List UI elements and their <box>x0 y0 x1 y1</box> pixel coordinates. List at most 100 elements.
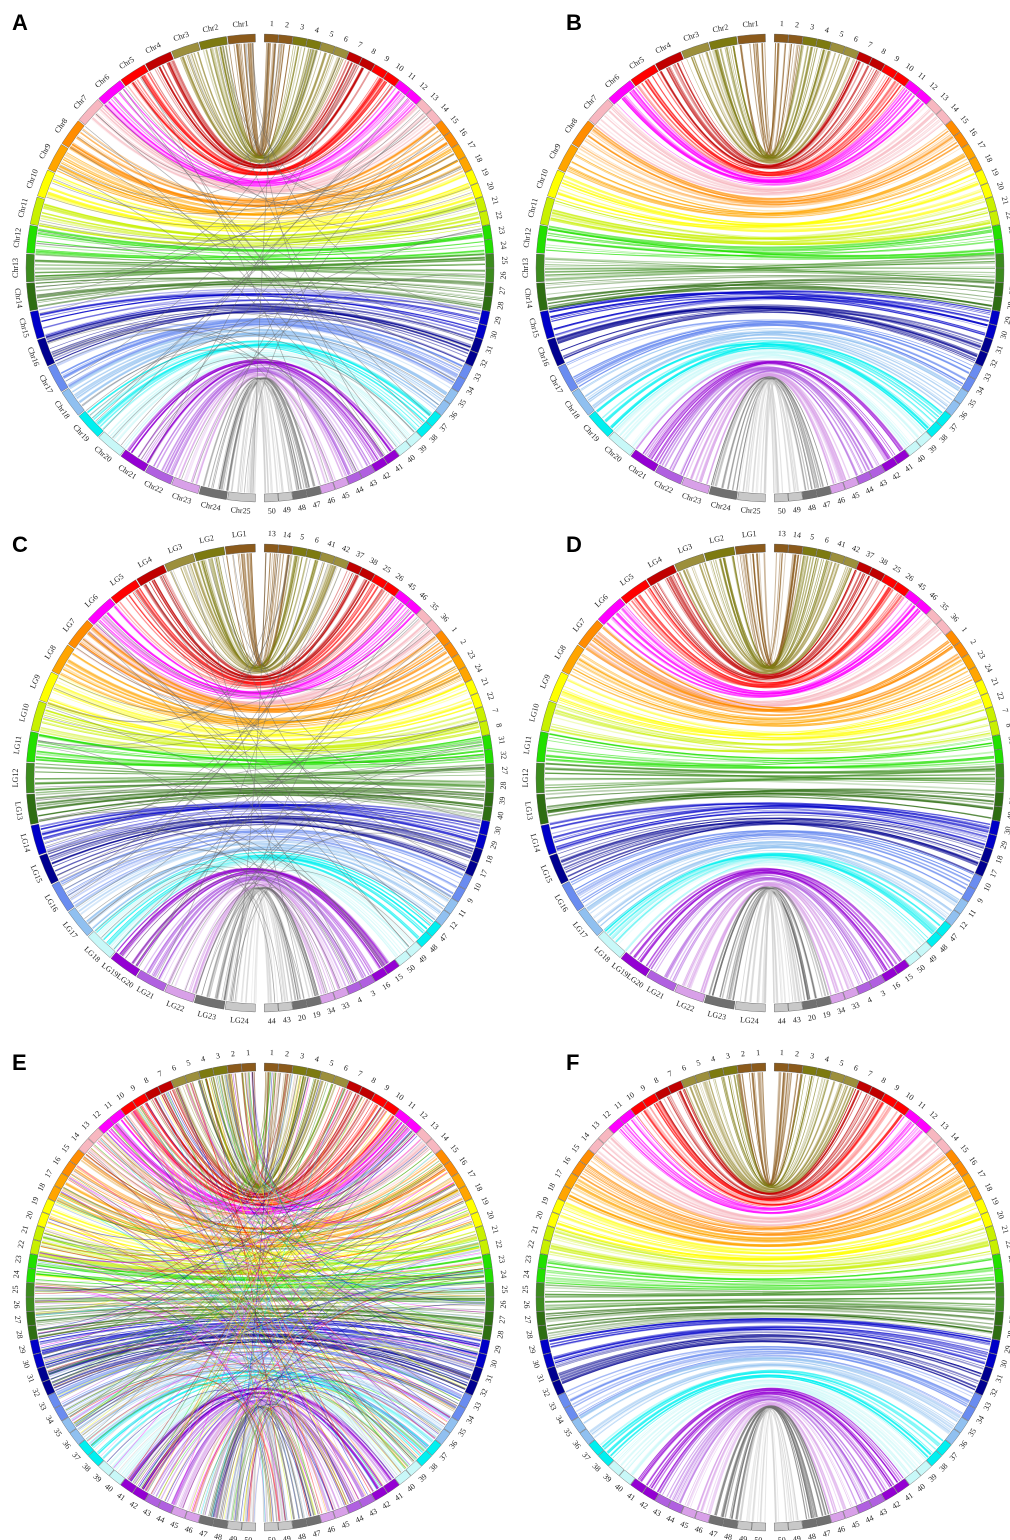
segment-label: 30 <box>531 1359 542 1369</box>
segment-label: LG16 <box>553 893 570 914</box>
chromosome-segment <box>292 999 307 1009</box>
chromosome-segment <box>346 1081 362 1094</box>
segment-label: 30 <box>998 1359 1009 1369</box>
segment-label: 16 <box>457 126 469 138</box>
segment-label: 18 <box>473 1182 485 1193</box>
segment-label: 22 <box>1004 210 1010 220</box>
segment-label: 9 <box>975 897 985 905</box>
segment-label: 38 <box>428 433 440 445</box>
chromosome-segment <box>536 283 547 311</box>
segment-label: 43 <box>367 478 378 490</box>
segment-label: 1 <box>780 19 784 28</box>
chromosome-segment <box>26 763 34 793</box>
chromosome-segment <box>306 39 321 50</box>
chromosome-segment <box>994 792 1003 806</box>
segment-label: 2 <box>794 1049 799 1058</box>
segment-label: 7 <box>1000 707 1010 713</box>
segment-label: 11 <box>456 908 468 919</box>
segment-label: Chr4 <box>654 40 672 55</box>
chromosome-segment <box>228 34 256 44</box>
segment-label: 1 <box>270 19 274 28</box>
chromosome-segment <box>484 749 493 763</box>
chromosome-segment <box>320 42 335 54</box>
chromosome-segment <box>816 549 831 560</box>
chromosome-segment <box>37 1212 49 1228</box>
chromosome-segment <box>985 1353 996 1368</box>
segment-label: 13 <box>938 1120 950 1132</box>
segment-label: 49 <box>792 1534 801 1540</box>
segment-label: 19 <box>989 166 1000 177</box>
segment-label: 15 <box>570 1143 582 1155</box>
segment-label: 11 <box>102 1099 114 1111</box>
chromosome-segment <box>333 47 349 59</box>
segment-label: 36 <box>957 410 969 422</box>
chromosome-segment <box>227 1064 242 1073</box>
chromosome-segment <box>989 310 1000 325</box>
segment-label: 14 <box>793 530 802 540</box>
segment-label: 8 <box>142 1075 150 1085</box>
segment-label: 35 <box>562 1427 574 1439</box>
segment-label: 6 <box>681 1063 688 1073</box>
segment-label: LG16 <box>43 893 60 914</box>
segment-label: 37 <box>948 421 960 433</box>
segment-label: LG9 <box>538 673 552 690</box>
chromosome-segment <box>306 486 321 497</box>
chromosome-segment <box>292 1065 307 1075</box>
segment-label: 39 <box>417 443 429 455</box>
segment-label: 18 <box>983 1182 995 1193</box>
chromosome-segment <box>278 1521 293 1530</box>
chromosome-segment <box>28 1325 38 1340</box>
segment-label: 4 <box>824 1054 830 1064</box>
segment-label: 26 <box>12 1300 21 1308</box>
chromosome-segment <box>471 337 483 353</box>
segment-label: 6 <box>171 1063 178 1073</box>
segment-label: 10 <box>904 1090 916 1102</box>
chromosome-segment <box>989 721 1000 736</box>
segment-label: 19 <box>539 1195 550 1206</box>
segment-label: 30 <box>488 330 499 340</box>
segment-label: 25 <box>521 1285 530 1293</box>
chromosome-segment <box>989 820 1000 835</box>
segment-label: 13 <box>428 1120 440 1132</box>
segment-label: 46 <box>928 590 940 602</box>
segment-label: 16 <box>457 1155 469 1167</box>
chromosome-segment <box>856 471 872 484</box>
chromosome-segment <box>346 1500 362 1513</box>
segment-label: LG23 <box>707 1009 727 1022</box>
chromosome-segment <box>486 1297 494 1311</box>
segment-label: 25 <box>381 563 393 575</box>
segment-label: 3 <box>809 22 814 32</box>
chromosome-segment <box>26 1268 35 1282</box>
segment-label: 5 <box>838 1058 844 1068</box>
chromosome-segment <box>994 1311 1003 1325</box>
segment-label: 30 <box>492 826 503 836</box>
circos-panel: BChr1Chr2Chr3Chr4Chr5Chr6Chr7Chr8Chr9Chr… <box>521 10 1010 516</box>
segment-label: 39 <box>497 796 507 805</box>
segment-label: 36 <box>447 410 459 422</box>
segment-label: 38 <box>590 1462 602 1474</box>
segment-label: 5 <box>695 1058 701 1068</box>
segment-label: 2 <box>968 638 978 646</box>
segment-label: 33 <box>547 1401 559 1412</box>
segment-label: LG4 <box>136 555 153 570</box>
chromosome-segment <box>802 546 817 556</box>
segment-label: 12 <box>928 80 940 92</box>
chromosome-segment <box>484 792 493 806</box>
chromosome-segment <box>655 1494 671 1507</box>
segment-label: 26 <box>522 1300 531 1308</box>
segment-label: LG7 <box>61 617 77 634</box>
segment-label: 36 <box>571 1439 583 1451</box>
segment-label: 3 <box>215 1051 220 1061</box>
chromosome-segment <box>992 806 1002 821</box>
segment-label: 49 <box>927 953 939 965</box>
segment-label: 45 <box>340 490 351 501</box>
segment-label: LG13 <box>13 801 24 821</box>
segment-label: 7 <box>356 40 363 50</box>
chromosome-segment <box>536 1268 545 1282</box>
segment-label: 28 <box>495 301 505 310</box>
segment-label: 47 <box>822 499 832 510</box>
chromosome-segment <box>30 1339 41 1354</box>
segment-label: 20 <box>24 1210 35 1221</box>
segment-label: 30 <box>488 1359 499 1369</box>
segment-label: 47 <box>708 1528 718 1539</box>
